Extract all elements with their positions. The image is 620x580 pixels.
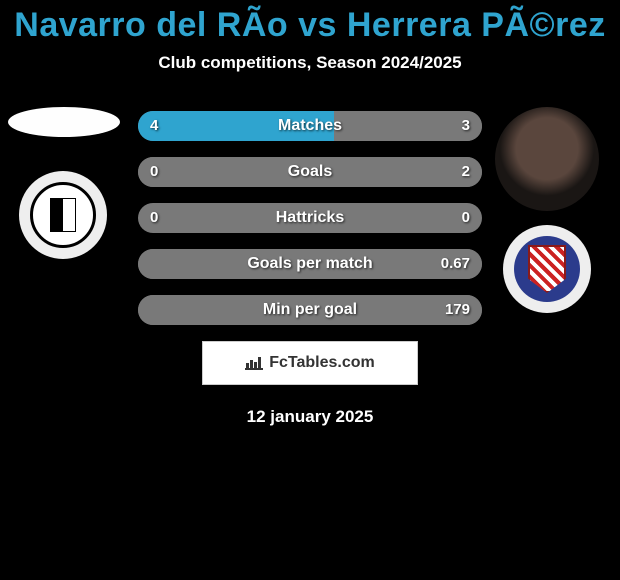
stat-row: 0Hattricks0 (138, 203, 482, 233)
right-club-logo (503, 225, 591, 313)
right-player-column (492, 107, 602, 313)
stat-value-right: 179 (445, 295, 470, 325)
stat-value-right: 0.67 (441, 249, 470, 279)
stat-row: 0Goals2 (138, 157, 482, 187)
left-player-photo (8, 107, 120, 137)
right-player-photo (495, 107, 599, 211)
stat-row: 4Matches3 (138, 111, 482, 141)
watermark: FcTables.com (202, 341, 418, 385)
left-player-column (8, 107, 118, 259)
stat-bars: 4Matches30Goals20Hattricks0Goals per mat… (138, 107, 482, 325)
stat-row: Min per goal179 (138, 295, 482, 325)
comparison-content: 4Matches30Goals20Hattricks0Goals per mat… (0, 107, 620, 427)
comparison-date: 12 january 2025 (0, 407, 620, 427)
stat-row: Goals per match0.67 (138, 249, 482, 279)
stat-label: Goals per match (138, 249, 482, 279)
stat-value-right: 2 (462, 157, 470, 187)
watermark-text: FcTables.com (269, 354, 375, 372)
stat-label: Min per goal (138, 295, 482, 325)
stat-value-right: 0 (462, 203, 470, 233)
comparison-subtitle: Club competitions, Season 2024/2025 (0, 53, 620, 73)
stat-label: Hattricks (138, 203, 482, 233)
comparison-title: Navarro del RÃ­o vs Herrera PÃ©rez (0, 0, 620, 45)
stat-label: Matches (138, 111, 482, 141)
chart-icon (245, 356, 263, 370)
left-club-logo (19, 171, 107, 259)
stat-label: Goals (138, 157, 482, 187)
stat-value-right: 3 (462, 111, 470, 141)
